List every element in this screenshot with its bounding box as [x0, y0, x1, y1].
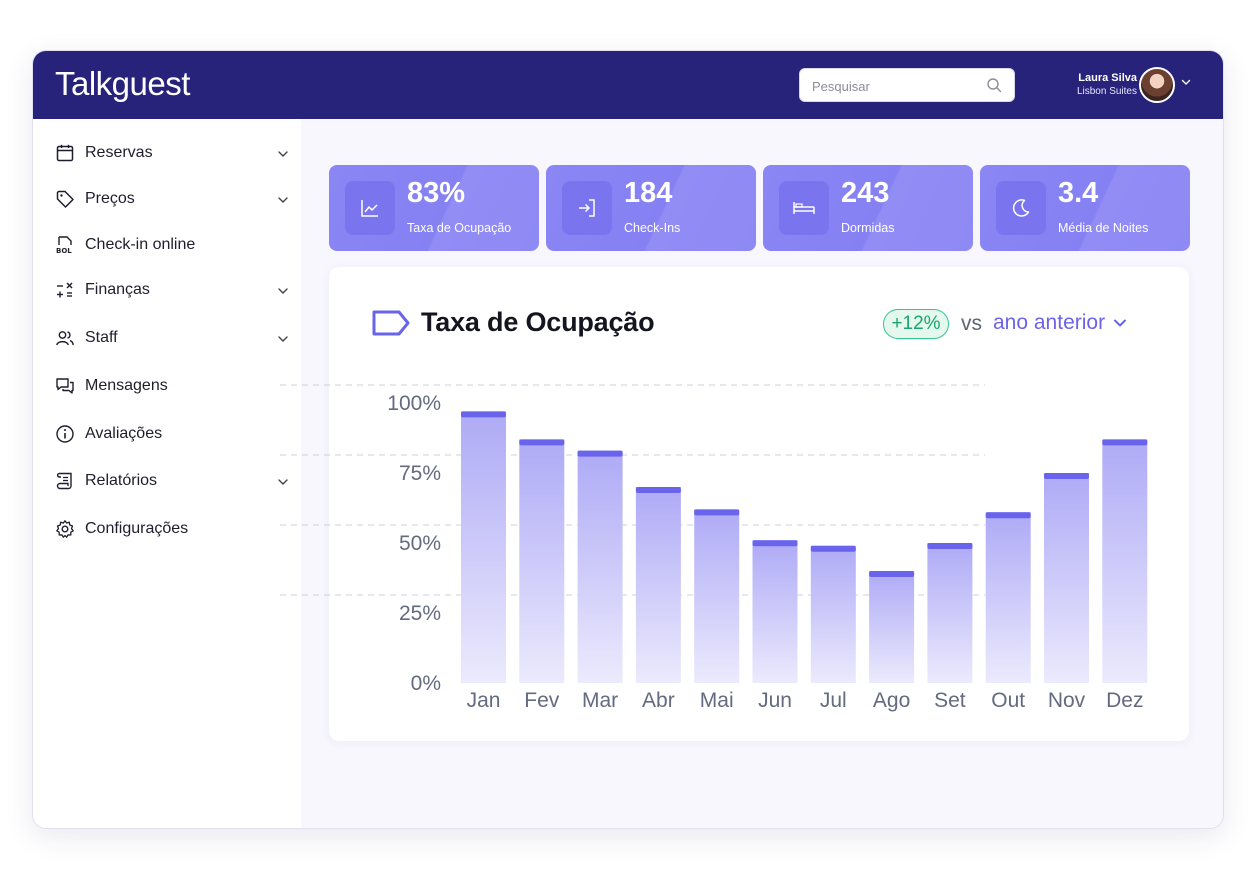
kpi-icon-box [345, 181, 395, 235]
sidebar: Reservas Preços BOL Check-in online [33, 119, 301, 828]
kpi-card-checkins[interactable]: 184 Check-Ins [546, 165, 756, 251]
sidebar-item-avaliacoes[interactable]: Avaliações [55, 420, 289, 448]
kpi-value: 3.4 [1058, 177, 1099, 209]
tag-icon [56, 190, 74, 208]
chevron-down-icon[interactable] [277, 285, 289, 297]
chevron-down-icon[interactable] [277, 333, 289, 345]
kpi-label: Dormidas [841, 221, 895, 235]
label-tag-icon [372, 310, 410, 336]
chevron-down-icon[interactable] [277, 476, 289, 488]
gear-icon [56, 520, 74, 538]
kpi-label: Taxa de Ocupação [407, 221, 512, 235]
moon-icon [1012, 199, 1030, 217]
sidebar-item-label: Avaliações [85, 425, 163, 442]
sidebar-item-label: Reservas [85, 144, 153, 161]
kpi-card-occupancy[interactable]: 83% Taxa de Ocupação [329, 165, 539, 251]
calendar-icon [56, 144, 74, 162]
kpi-value: 184 [624, 177, 673, 209]
user-organization: Lisbon Suites [1076, 86, 1137, 97]
kpi-card-dormidas[interactable]: 243 Dormidas [763, 165, 973, 251]
line-chart-icon [361, 200, 378, 217]
sidebar-item-precos[interactable]: Preços [55, 185, 289, 213]
kpi-icon-box [562, 181, 612, 235]
sidebar-item-reservas[interactable]: Reservas [55, 139, 289, 167]
top-bar: Talkguest Laura Silva Lisbon Suites [33, 51, 1223, 119]
avatar[interactable] [1139, 67, 1175, 103]
sidebar-item-configuracoes[interactable]: Configurações [55, 515, 289, 543]
sidebar-item-label: Relatórios [85, 472, 158, 489]
sidebar-item-checkin-online[interactable]: BOL Check-in online [55, 231, 289, 259]
chevron-down-icon [1114, 319, 1127, 327]
sidebar-item-staff[interactable]: Staff [55, 324, 289, 352]
compare-period-label: ano anterior [993, 311, 1106, 334]
kpi-icon-box [779, 181, 829, 235]
app-logo[interactable]: Talkguest [55, 65, 190, 102]
sidebar-item-relatorios[interactable]: Relatórios [55, 467, 289, 495]
sidebar-item-label: Staff [85, 329, 118, 346]
bed-icon [793, 202, 815, 214]
change-badge: +12% [883, 309, 949, 339]
login-icon [579, 199, 595, 217]
kpi-label: Check-Ins [624, 221, 681, 235]
chat-icon [56, 378, 74, 394]
user-menu[interactable]: Laura Silva Lisbon Suites [1031, 67, 1191, 103]
kpi-card-average-nights[interactable]: 3.4 Média de Noites [980, 165, 1190, 251]
search-box[interactable] [799, 68, 1015, 103]
search-icon[interactable] [986, 77, 1002, 93]
vs-label: vs [961, 312, 982, 335]
svg-text:BOL: BOL [56, 247, 72, 255]
info-icon [56, 425, 74, 443]
chevron-down-icon[interactable] [277, 148, 289, 160]
compare-period-dropdown[interactable]: ano anterior [993, 311, 1127, 335]
chart-title: Taxa de Ocupação [421, 307, 655, 337]
sidebar-item-label: Preços [85, 190, 135, 207]
kpi-icon-box [996, 181, 1046, 235]
sidebar-item-label: Finanças [85, 281, 150, 298]
sidebar-item-financas[interactable]: Finanças [55, 276, 289, 304]
app-window: Talkguest Laura Silva Lisbon Suites [32, 50, 1224, 829]
kpi-label: Média de Noites [1058, 221, 1149, 235]
users-icon [56, 331, 74, 346]
sidebar-item-label: Configurações [85, 520, 189, 537]
sidebar-item-mensagens[interactable]: Mensagens [55, 372, 289, 400]
sidebar-item-label: Check-in online [85, 236, 196, 253]
bol-document-icon: BOL [56, 236, 72, 255]
occupancy-chart-card: Taxa de Ocupação +12% vs ano anterior [329, 267, 1189, 741]
chevron-down-icon[interactable] [1181, 77, 1191, 87]
search-input[interactable] [810, 69, 984, 103]
user-name: Laura Silva [1078, 72, 1137, 84]
sidebar-item-label: Mensagens [85, 377, 168, 394]
kpi-value: 243 [841, 177, 890, 209]
kpi-value: 83% [407, 177, 466, 209]
calculator-icon [57, 282, 73, 298]
scroll-icon [56, 472, 72, 490]
chevron-down-icon[interactable] [277, 194, 289, 206]
